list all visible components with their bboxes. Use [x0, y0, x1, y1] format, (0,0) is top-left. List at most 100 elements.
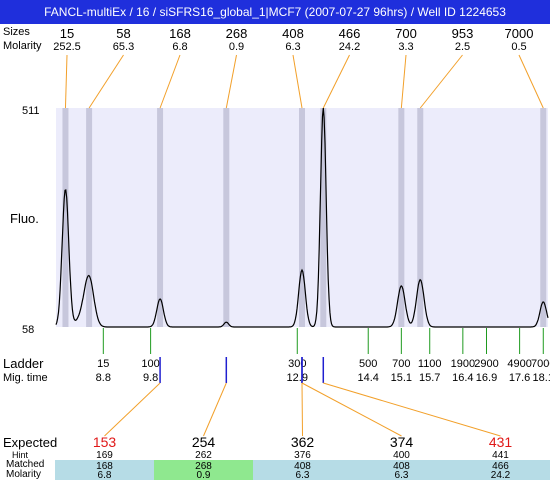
peak-band: [540, 108, 547, 327]
peak-connector-line: [322, 54, 350, 109]
peak-band: [398, 108, 405, 327]
molarity-header-label: Molarity: [3, 40, 42, 52]
matched-value: 466: [492, 461, 509, 472]
fluorescence-trace: [55, 107, 549, 328]
matched-cell: [253, 460, 352, 480]
peak-connector-line: [419, 54, 463, 109]
ladder-time-label: 15.1: [391, 372, 412, 384]
ladder-size-label: 7000: [531, 358, 550, 370]
peak-size-label: 700: [395, 26, 417, 41]
peak-molarity-label: 24.2: [339, 41, 360, 53]
peak-connector-line: [400, 54, 407, 109]
matched-value: 408: [393, 461, 410, 472]
peak-size-label: 58: [116, 26, 130, 41]
peak-size-label: 168: [169, 26, 191, 41]
matched-molarity-value: 24.2: [491, 470, 511, 480]
peak-connector-line: [159, 54, 181, 109]
peak-size-label: 408: [282, 26, 304, 41]
expected-connector-line: [203, 382, 227, 437]
y-tick-min: 58: [22, 324, 34, 336]
ladder-size-label: 2900: [474, 358, 498, 370]
ladder-size-label: 1900: [451, 358, 475, 370]
matched-value: 268: [195, 461, 212, 472]
peak-band: [417, 108, 424, 327]
peak-band: [299, 108, 305, 327]
matched-cell: [154, 460, 253, 480]
ladder-time-label: 16.9: [476, 372, 497, 384]
peak-size-label: 466: [339, 26, 361, 41]
peak-molarity-label: 65.3: [113, 41, 134, 53]
ladder-time-label: 8.8: [96, 372, 111, 384]
ladder-size-label: 1100: [418, 358, 442, 370]
peak-connector-line: [88, 54, 124, 109]
ladder-size-label: 100: [141, 358, 159, 370]
matched-molarity-value: 6.3: [395, 470, 409, 480]
matched-label: Matched: [6, 459, 44, 470]
y-axis-label: Fluo.: [10, 211, 39, 226]
ladder-label: Ladder: [3, 356, 44, 371]
expected-connector-line: [301, 382, 303, 437]
ladder-time-label: 14.4: [358, 372, 379, 384]
peak-size-label: 953: [452, 26, 474, 41]
expected-value: 431: [489, 434, 513, 450]
ladder-size-label: 500: [359, 358, 377, 370]
hint-value: 400: [393, 450, 410, 461]
peak-size-label: 7000: [505, 26, 534, 41]
hint-label: Hint: [12, 450, 29, 460]
hint-value: 169: [96, 450, 113, 461]
expected-connector-line: [301, 382, 402, 437]
y-tick-max: 511: [22, 105, 40, 117]
hint-value: 262: [195, 450, 212, 461]
expected-connector-line: [104, 382, 161, 437]
ladder-time-label: 15.7: [419, 372, 440, 384]
ladder-time-label: 16.4: [452, 372, 473, 384]
peak-size-label: 15: [60, 26, 74, 41]
hint-value: 441: [492, 450, 509, 461]
expected-value: 153: [93, 434, 117, 450]
matched-cell: [451, 460, 550, 480]
peak-molarity-label: 3.3: [398, 41, 413, 53]
peak-band: [223, 108, 230, 327]
peak-connector-line: [518, 54, 544, 109]
peak-band: [157, 108, 164, 327]
peak-band: [62, 108, 69, 327]
matched-molarity-value: 6.8: [98, 470, 112, 480]
ladder-size-label: 4900: [507, 358, 531, 370]
peak-band: [86, 108, 93, 327]
peak-molarity-label: 6.8: [172, 41, 187, 53]
ladder-size-label: 300: [288, 358, 306, 370]
ladder-size-label: 700: [392, 358, 410, 370]
peak-molarity-label: 2.5: [455, 41, 470, 53]
matched-value: 168: [96, 461, 113, 472]
expected-value: 254: [192, 434, 216, 450]
expected-label: Expected: [3, 435, 57, 450]
peak-molarity-label: 252.5: [53, 41, 81, 53]
peak-connector-line: [64, 54, 68, 109]
peak-connector-line: [292, 54, 303, 109]
peak-connector-line: [225, 54, 237, 109]
expected-connector-line: [323, 382, 501, 437]
peak-molarity-label: 6.3: [285, 41, 300, 53]
matched-molarity-value: 6.3: [296, 470, 310, 480]
ladder-size-label: 15: [97, 358, 109, 370]
peak-molarity-label: 0.9: [229, 41, 244, 53]
window-title: FANCL-multiEx / 16 / siSFRS16_global_1|M…: [0, 0, 550, 24]
peak-molarity-label: 0.5: [511, 41, 526, 53]
ladder-time-label: 9.8: [143, 372, 158, 384]
ladder-time-label: 12.9: [287, 372, 308, 384]
matched-value: 408: [294, 461, 311, 472]
table-molarity-label: Molarity: [6, 469, 41, 480]
matched-cell: [55, 460, 154, 480]
sizes-header-label: Sizes: [3, 26, 30, 38]
matched-cell: [352, 460, 451, 480]
ladder-time-label: 17.6: [509, 372, 530, 384]
hint-value: 376: [294, 450, 311, 461]
matched-molarity-value: 0.9: [197, 470, 211, 480]
mig-time-label: Mig. time: [3, 372, 48, 384]
ladder-time-label: 18.1: [533, 372, 550, 384]
expected-value: 374: [390, 434, 414, 450]
peak-band: [320, 108, 327, 327]
peak-size-label: 268: [226, 26, 248, 41]
expected-value: 362: [291, 434, 315, 450]
